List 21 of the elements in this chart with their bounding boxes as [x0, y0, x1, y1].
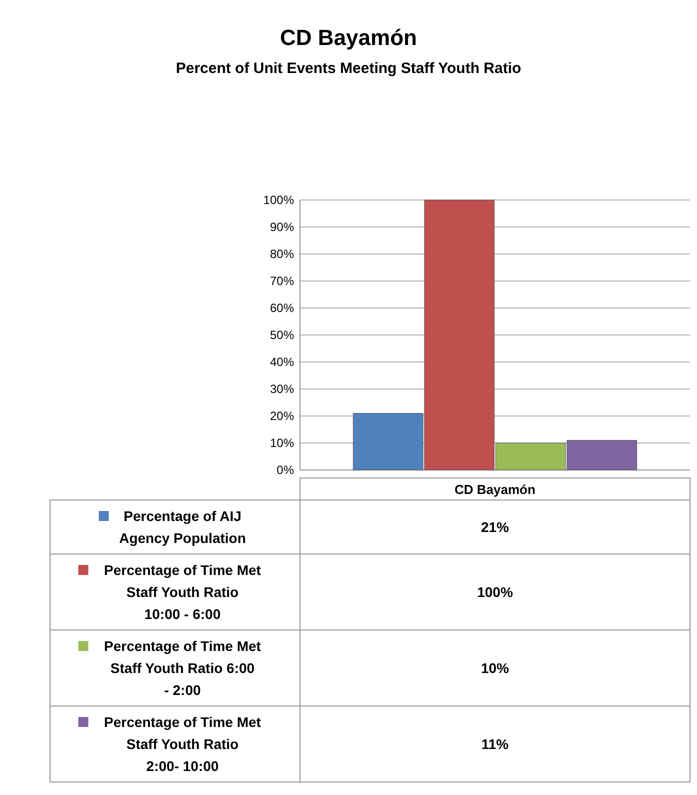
legend-label: Percentage of AIJ Agency Population — [119, 508, 246, 546]
legend-label: Percentage of Time Met Staff Youth Ratio 2:00- 10:00 — [104, 714, 262, 774]
y-tick-label: 0% — [276, 463, 294, 478]
legend-label: Percentage of Time Met Staff Youth Ratio 10:00 - 6:00 — [104, 562, 262, 622]
chart-title: CD Bayamón — [280, 25, 417, 50]
y-tick-label: 100% — [263, 193, 294, 208]
y-tick-label: 20% — [270, 409, 294, 424]
legend-label: Percentage of Time Met Staff Youth Ratio 6:00 - 2:00 — [104, 638, 262, 698]
text: 100% — [477, 584, 514, 600]
y-tick-label: 60% — [270, 301, 294, 316]
y-tick-label: 50% — [270, 328, 294, 342]
y-tick-label: 40% — [270, 355, 294, 370]
y-tick-label: 30% — [270, 382, 294, 396]
text: 21% — [480, 518, 510, 535]
y-tick-label: 10% — [270, 436, 294, 450]
y-tick-label: 80% — [270, 247, 294, 262]
chart-subtitle: Percent of Unit Events Meeting Staff Youth Ratio — [176, 60, 522, 77]
text: 10% — [480, 660, 510, 676]
y-tick-label: 70% — [270, 274, 294, 288]
text: 11% — [481, 736, 510, 752]
y-tick-label: 90% — [270, 220, 294, 234]
